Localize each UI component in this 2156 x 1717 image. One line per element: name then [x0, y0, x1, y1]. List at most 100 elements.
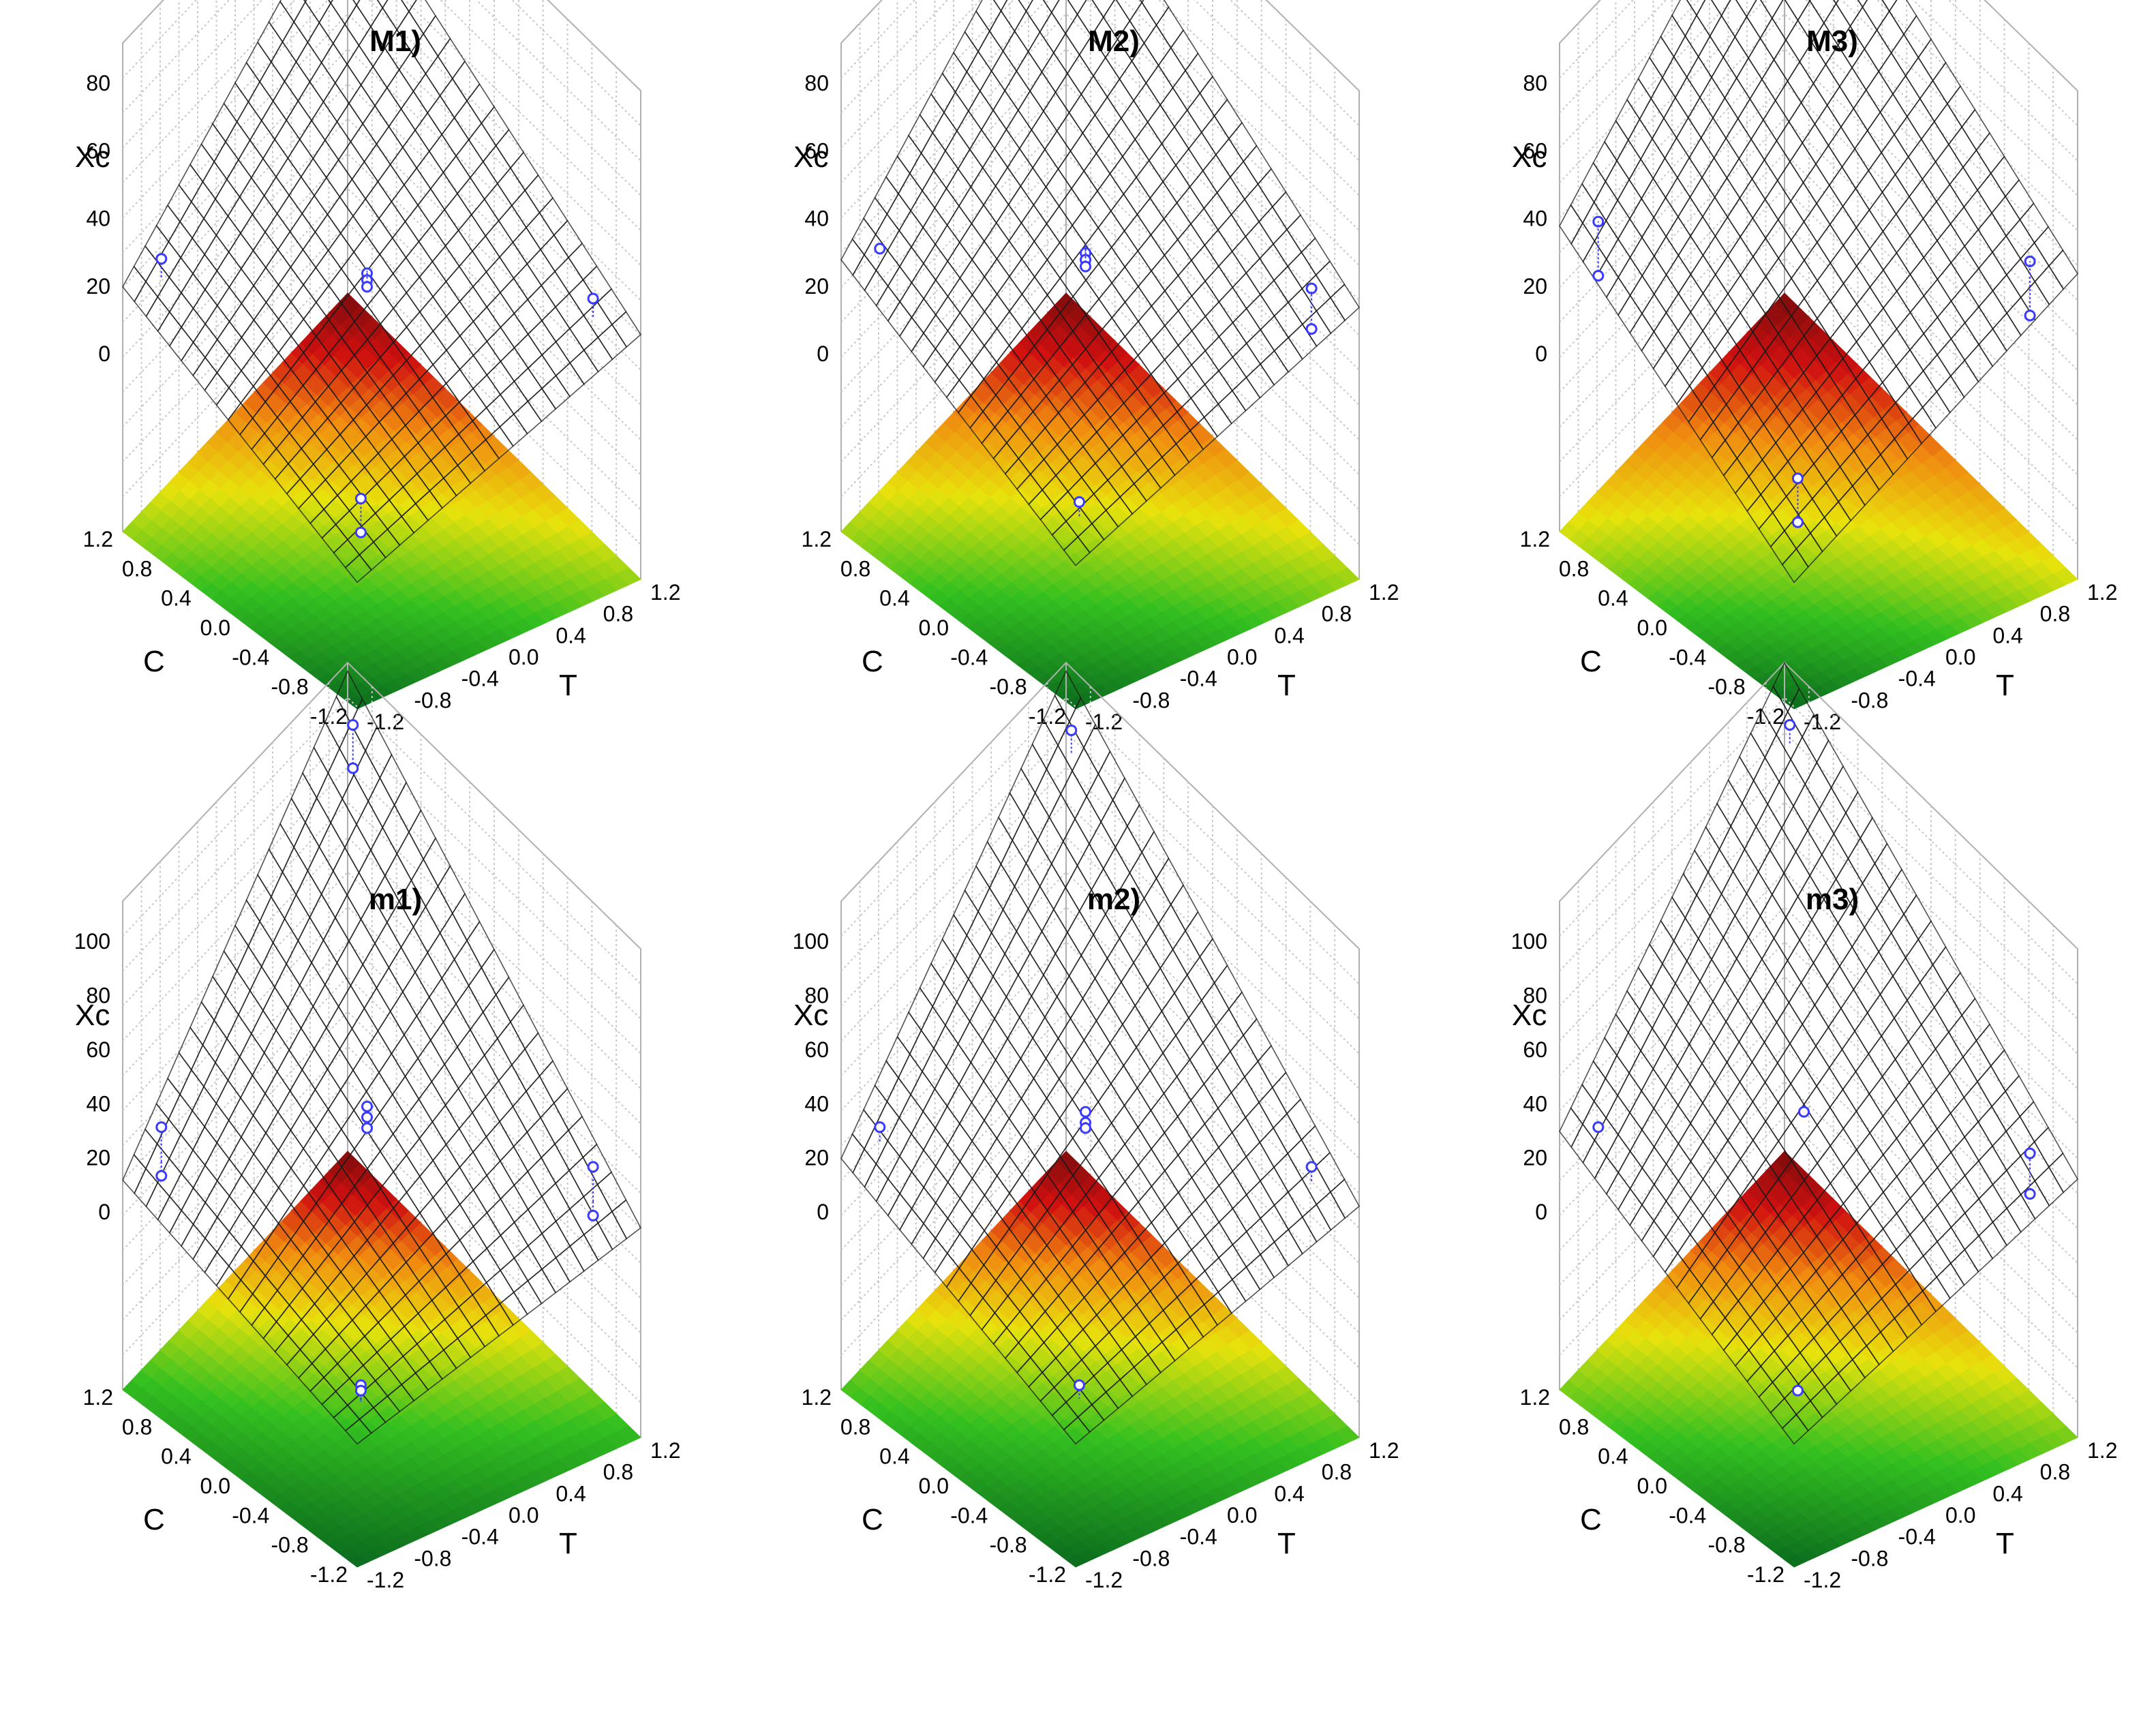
surface-cell — [1933, 102, 1963, 146]
surface-cell — [363, 142, 391, 183]
surface-cell — [910, 189, 936, 229]
surface-cell — [920, 132, 946, 172]
surface-cell — [312, 139, 339, 179]
surface-cell — [1826, 85, 1855, 128]
surface-cell — [351, 1007, 379, 1052]
surface-cell — [1725, 117, 1752, 160]
surface-cell — [265, 1149, 292, 1189]
surface-cell — [1155, 6, 1184, 49]
surface-cell — [541, 270, 571, 308]
surface-cell — [451, 60, 481, 102]
surface-cell — [1056, 111, 1084, 152]
surface-cell — [179, 200, 205, 239]
surface-cell — [2005, 179, 2035, 221]
surface-cell — [1039, 862, 1067, 911]
surface-cell — [429, 1020, 458, 1065]
surface-cell — [216, 1230, 243, 1267]
surface-cell — [314, 1068, 341, 1110]
surface-cell — [228, 336, 255, 372]
surface-cell — [327, 232, 355, 270]
surface-cell — [419, 1159, 447, 1199]
surface-cell — [414, 112, 443, 153]
surface-cell — [1581, 162, 1607, 204]
surface-cell — [1186, 92, 1215, 134]
surface-cell — [437, 864, 466, 915]
surface-cell — [168, 292, 194, 329]
surface-cell — [496, 167, 526, 207]
z-tick-label: 60 — [86, 1037, 110, 1062]
surface-cell — [1200, 982, 1230, 1027]
surface-cell — [994, 128, 1020, 168]
surface-cell — [971, 310, 998, 347]
surface-cell — [404, 204, 433, 243]
t-tick-label: 1.2 — [650, 1438, 680, 1463]
c-tick-label: 0.8 — [1559, 556, 1589, 581]
surface-cell — [388, 108, 416, 149]
surface-cell — [1175, 147, 1204, 188]
surface-cell — [320, 42, 348, 85]
surface-cell — [389, 990, 418, 1036]
surface-cell — [1677, 156, 1703, 198]
surface-cell — [1855, 247, 1884, 288]
surface-plot-m1: m1)Xc0204060801001.20.80.40.0-0.4-0.8-1.… — [74, 661, 680, 1592]
surface-cell — [337, 140, 365, 181]
t-tick-label: 0.8 — [603, 1460, 633, 1485]
t-tick-label: 0.4 — [556, 623, 586, 648]
surface-cell — [247, 80, 274, 122]
surface-cell — [406, 1137, 434, 1178]
surface-cell — [466, 920, 495, 969]
surface-cell — [483, 182, 513, 222]
t-axis-label: T — [559, 1527, 577, 1560]
t-tick-label: 0.8 — [1322, 602, 1352, 626]
surface-cell — [1004, 70, 1031, 112]
surface-cell — [457, 177, 485, 216]
surface-cell — [1947, 125, 1977, 168]
surface-cell — [995, 166, 1022, 206]
surface-cell — [1665, 254, 1692, 294]
surface-cell — [935, 295, 961, 332]
surface-cell — [252, 194, 278, 233]
surface-cell — [898, 245, 924, 284]
surface-cell — [500, 1184, 529, 1224]
surface-cell — [1923, 316, 1952, 356]
surface-cell — [236, 945, 262, 992]
surface-cell — [1109, 155, 1138, 196]
design-point — [587, 1161, 599, 1173]
surface-cell — [168, 1134, 194, 1174]
surface-cell — [234, 898, 260, 947]
surface-cell — [377, 1010, 405, 1055]
design-point — [1305, 323, 1318, 335]
surface-cell — [282, 20, 309, 63]
surface-cell — [875, 249, 900, 288]
surface-cell — [1896, 311, 1925, 351]
surface-cell — [957, 148, 984, 188]
surface-cell — [1316, 297, 1346, 335]
surface-cell — [1629, 197, 1655, 239]
surface-plot-M1: M1)Xc0204060801.20.80.40.0-0.4-0.8-1.2C-… — [75, 0, 680, 734]
surface-cell — [1095, 134, 1123, 175]
z-tick-label: 40 — [804, 207, 829, 231]
surface-cell — [1273, 336, 1303, 373]
surface-cell — [459, 320, 488, 356]
surface-cell — [982, 147, 1009, 187]
surface-cell — [418, 224, 446, 263]
surface-cell — [263, 176, 290, 215]
panel-title: m1) — [369, 883, 422, 916]
surface-cell — [1618, 256, 1643, 297]
surface-cell — [1641, 216, 1667, 258]
surface-cell — [352, 198, 380, 237]
floor-contour — [1559, 292, 2078, 710]
surface-cell — [1804, 241, 1832, 282]
wall-grid-line — [122, 0, 641, 127]
surface-cell — [485, 1121, 515, 1162]
surface-cell — [1151, 254, 1179, 292]
surface-cell — [192, 253, 218, 291]
surface-cell — [1213, 98, 1243, 140]
surface-cell — [1189, 170, 1218, 209]
surface-cell — [944, 1001, 971, 1045]
surface-cell — [419, 1121, 447, 1161]
surface-cell — [1093, 56, 1121, 98]
surface-cell — [971, 204, 997, 243]
design-point — [1791, 516, 1804, 528]
surface-cell — [180, 1109, 206, 1151]
